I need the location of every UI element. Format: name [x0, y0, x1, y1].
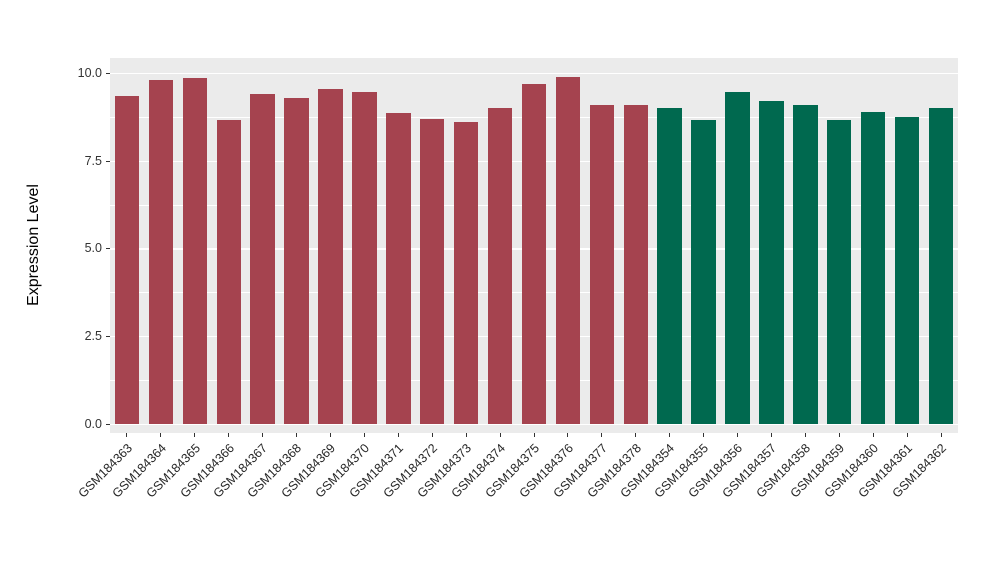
- bar-GSM184361: [894, 116, 920, 424]
- bar-GSM184369: [318, 88, 343, 424]
- y-tick-mark: [106, 248, 110, 250]
- x-tick-mark: [262, 433, 264, 437]
- y-tick-label: 0.0: [84, 416, 102, 431]
- x-tick-mark: [669, 433, 671, 437]
- x-axis: GSM184363 GSM184364 GSM184365 GSM184366 GSM1…: [75, 433, 958, 573]
- x-tick-mark: [533, 433, 535, 437]
- bar-GSM184363: [114, 95, 140, 424]
- bar-GSM184362: [928, 108, 954, 424]
- bar-GSM184356: [725, 92, 750, 424]
- y-axis-title: Expression Level: [25, 184, 42, 306]
- x-tick-mark: [567, 433, 569, 437]
- x-tick-mark: [872, 433, 874, 437]
- x-tick-mark: [465, 433, 467, 437]
- bar-GSM184371: [386, 113, 411, 424]
- x-tick-mark: [431, 433, 433, 437]
- x-tick-mark: [329, 433, 331, 437]
- x-tick-mark: [363, 433, 365, 437]
- bar-GSM184358: [793, 104, 818, 424]
- bar-GSM184373: [453, 122, 479, 424]
- x-tick-mark: [397, 433, 399, 437]
- y-tick-label: 2.5: [84, 329, 102, 344]
- bar-GSM184376: [555, 76, 581, 424]
- x-tick-mark: [737, 433, 739, 437]
- bar-GSM184377: [589, 104, 615, 424]
- bar-GSM184374: [487, 108, 513, 424]
- bar-GSM184360: [860, 111, 886, 424]
- x-tick-mark: [838, 433, 840, 437]
- gridline-major: [110, 73, 958, 75]
- bar-GSM184372: [420, 118, 445, 424]
- y-tick-mark: [106, 423, 110, 425]
- y-tick-label: 5.0: [84, 241, 102, 256]
- x-tick-mark: [228, 433, 230, 437]
- bar-GSM184367: [250, 94, 275, 424]
- y-tick-mark: [106, 336, 110, 338]
- y-tick-mark: [106, 160, 110, 162]
- x-tick-mark: [770, 433, 772, 437]
- bar-GSM184378: [623, 104, 648, 424]
- bar-GSM184365: [182, 78, 207, 424]
- bar-GSM184368: [284, 97, 309, 424]
- x-tick-mark: [499, 433, 501, 437]
- x-tick-mark: [194, 433, 196, 437]
- x-tick-mark: [296, 433, 298, 437]
- bar-GSM184366: [216, 120, 241, 424]
- x-tick-mark: [126, 433, 128, 437]
- plot-panel: [110, 58, 958, 433]
- x-tick-mark: [940, 433, 942, 437]
- bar-GSM184375: [521, 83, 547, 424]
- x-tick-mark: [635, 433, 637, 437]
- x-tick-mark: [804, 433, 806, 437]
- x-tick-mark: [703, 433, 705, 437]
- x-tick-mark: [601, 433, 603, 437]
- y-tick-label: 7.5: [84, 153, 102, 168]
- gridline-major: [110, 423, 958, 426]
- bar-GSM184359: [827, 120, 852, 424]
- y-tick-label: 10.0: [77, 66, 102, 81]
- x-tick-mark: [160, 433, 162, 437]
- bar-GSM184364: [148, 80, 174, 424]
- bar-GSM184357: [759, 101, 784, 424]
- bar-GSM184354: [657, 108, 682, 424]
- x-tick-mark: [906, 433, 908, 437]
- bar-GSM184355: [691, 120, 716, 424]
- bar-GSM184370: [352, 92, 377, 424]
- y-tick-mark: [106, 73, 110, 75]
